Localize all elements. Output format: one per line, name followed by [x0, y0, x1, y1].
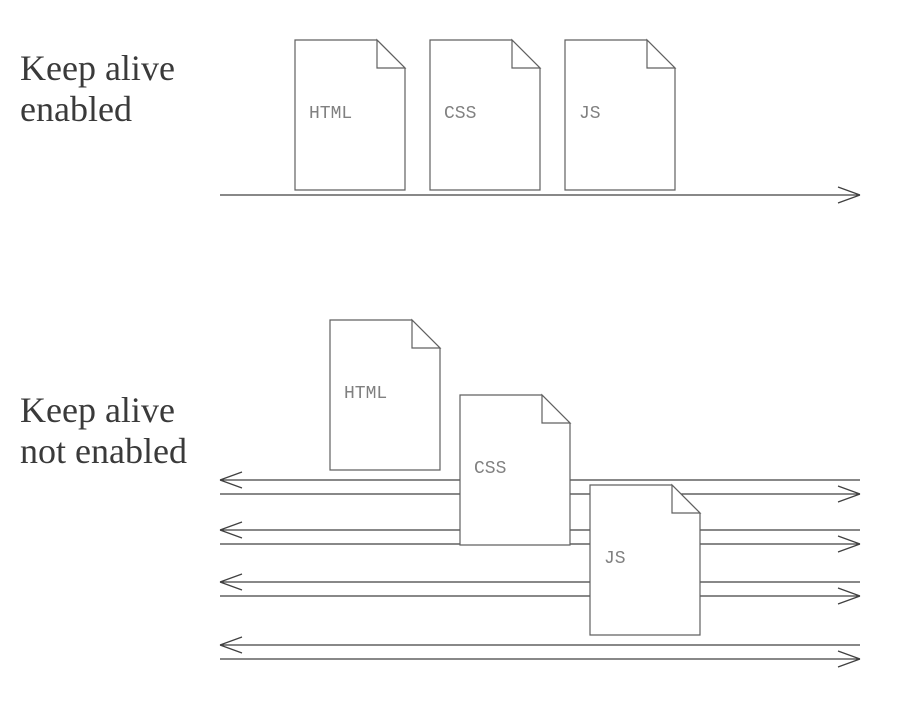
enabled-file-html: HTML [295, 40, 405, 190]
not-enabled-arrow-left-2 [220, 574, 860, 590]
enabled-file-css: CSS [430, 40, 540, 190]
not-enabled-file-html-label: HTML [344, 384, 387, 404]
diagram-svg: HTML CSS JS HTML CSS JS [0, 0, 920, 720]
not-enabled-file-css-label: CSS [474, 459, 506, 479]
not-enabled-file-js: JS [590, 485, 700, 635]
enabled-file-js-label: JS [579, 104, 601, 124]
enabled-file-js: JS [565, 40, 675, 190]
not-enabled-file-css: CSS [460, 395, 570, 545]
not-enabled-arrow-right-2 [220, 588, 860, 604]
not-enabled-arrow-right-3 [220, 651, 860, 667]
enabled-file-html-label: HTML [309, 104, 352, 124]
not-enabled-file-js-label: JS [604, 549, 626, 569]
not-enabled-arrow-left-3 [220, 637, 860, 653]
not-enabled-file-html: HTML [330, 320, 440, 470]
enabled-file-css-label: CSS [444, 104, 476, 124]
keep-alive-diagram: Keep alive enabled Keep alive not enable… [0, 0, 920, 720]
